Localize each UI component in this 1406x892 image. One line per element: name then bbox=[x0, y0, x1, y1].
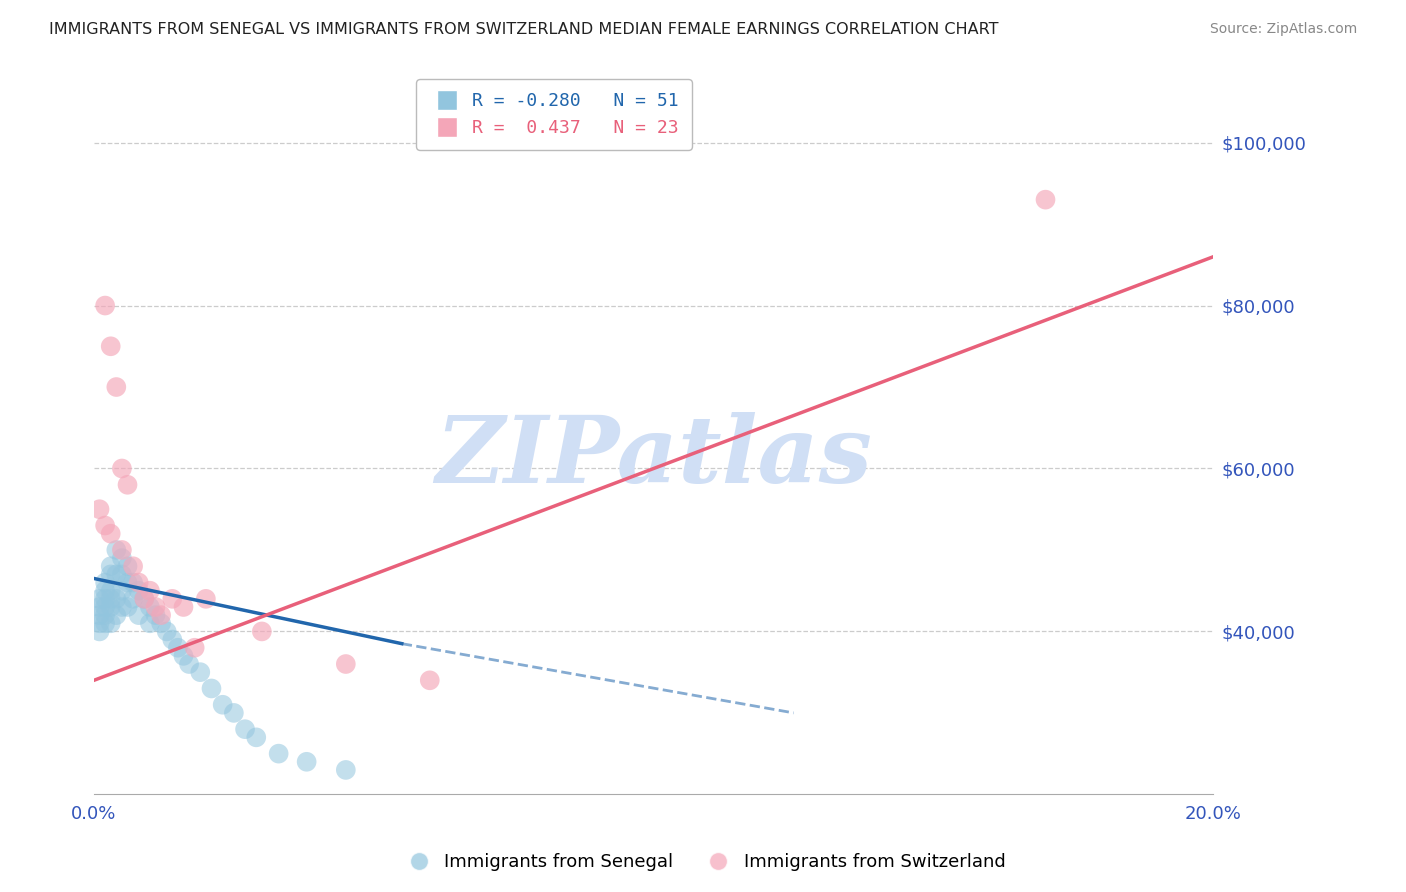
Point bbox=[111, 567, 134, 582]
Point bbox=[267, 747, 290, 761]
Point bbox=[233, 722, 256, 736]
Point bbox=[105, 543, 128, 558]
Point bbox=[335, 657, 357, 671]
Point bbox=[89, 591, 111, 606]
Point bbox=[111, 599, 134, 614]
Point bbox=[1035, 193, 1057, 207]
Point bbox=[145, 608, 167, 623]
Point bbox=[117, 599, 139, 614]
Point bbox=[188, 665, 211, 680]
Point bbox=[100, 526, 122, 541]
Point bbox=[100, 567, 122, 582]
Point bbox=[250, 624, 273, 639]
Point bbox=[177, 657, 200, 671]
Text: ZIPatlas: ZIPatlas bbox=[436, 412, 872, 502]
Point bbox=[156, 624, 179, 639]
Point bbox=[100, 616, 122, 631]
Point bbox=[89, 624, 111, 639]
Point bbox=[117, 575, 139, 590]
Point bbox=[167, 640, 190, 655]
Point bbox=[150, 616, 173, 631]
Point bbox=[111, 543, 134, 558]
Point bbox=[150, 608, 173, 623]
Point bbox=[173, 599, 195, 614]
Point bbox=[89, 608, 111, 623]
Point bbox=[105, 567, 128, 582]
Point bbox=[100, 599, 122, 614]
Point bbox=[100, 583, 122, 598]
Point bbox=[122, 575, 145, 590]
Point bbox=[128, 575, 150, 590]
Point bbox=[162, 632, 184, 647]
Point bbox=[111, 583, 134, 598]
Point bbox=[111, 461, 134, 475]
Point bbox=[211, 698, 233, 712]
Point bbox=[183, 640, 205, 655]
Point bbox=[173, 648, 195, 663]
Text: IMMIGRANTS FROM SENEGAL VS IMMIGRANTS FROM SWITZERLAND MEDIAN FEMALE EARNINGS CO: IMMIGRANTS FROM SENEGAL VS IMMIGRANTS FR… bbox=[49, 22, 998, 37]
Point bbox=[94, 608, 117, 623]
Point bbox=[162, 591, 184, 606]
Point bbox=[117, 559, 139, 574]
Point bbox=[222, 706, 245, 720]
Point bbox=[94, 518, 117, 533]
Point bbox=[100, 591, 122, 606]
Point bbox=[194, 591, 217, 606]
Point bbox=[105, 380, 128, 394]
Point bbox=[89, 599, 111, 614]
Point bbox=[100, 339, 122, 353]
Point bbox=[94, 583, 117, 598]
Point bbox=[94, 575, 117, 590]
Point bbox=[128, 608, 150, 623]
Point bbox=[89, 616, 111, 631]
Point bbox=[94, 616, 117, 631]
Point bbox=[122, 559, 145, 574]
Point bbox=[295, 755, 318, 769]
Point bbox=[139, 583, 162, 598]
Point bbox=[105, 608, 128, 623]
Point bbox=[419, 673, 441, 688]
Point bbox=[145, 599, 167, 614]
Legend: Immigrants from Senegal, Immigrants from Switzerland: Immigrants from Senegal, Immigrants from… bbox=[394, 847, 1012, 879]
Point bbox=[122, 591, 145, 606]
Point bbox=[245, 731, 267, 745]
Point bbox=[94, 599, 117, 614]
Point bbox=[128, 583, 150, 598]
Point bbox=[117, 477, 139, 491]
Point bbox=[111, 551, 134, 566]
Point bbox=[105, 591, 128, 606]
Text: Source: ZipAtlas.com: Source: ZipAtlas.com bbox=[1209, 22, 1357, 37]
Point bbox=[335, 763, 357, 777]
Point bbox=[139, 616, 162, 631]
Point bbox=[134, 591, 156, 606]
Point bbox=[89, 502, 111, 516]
Legend: R = -0.280   N = 51, R =  0.437   N = 23: R = -0.280 N = 51, R = 0.437 N = 23 bbox=[416, 79, 692, 150]
Point bbox=[134, 591, 156, 606]
Point bbox=[94, 591, 117, 606]
Point bbox=[100, 559, 122, 574]
Point bbox=[94, 299, 117, 313]
Point bbox=[139, 599, 162, 614]
Point bbox=[200, 681, 222, 696]
